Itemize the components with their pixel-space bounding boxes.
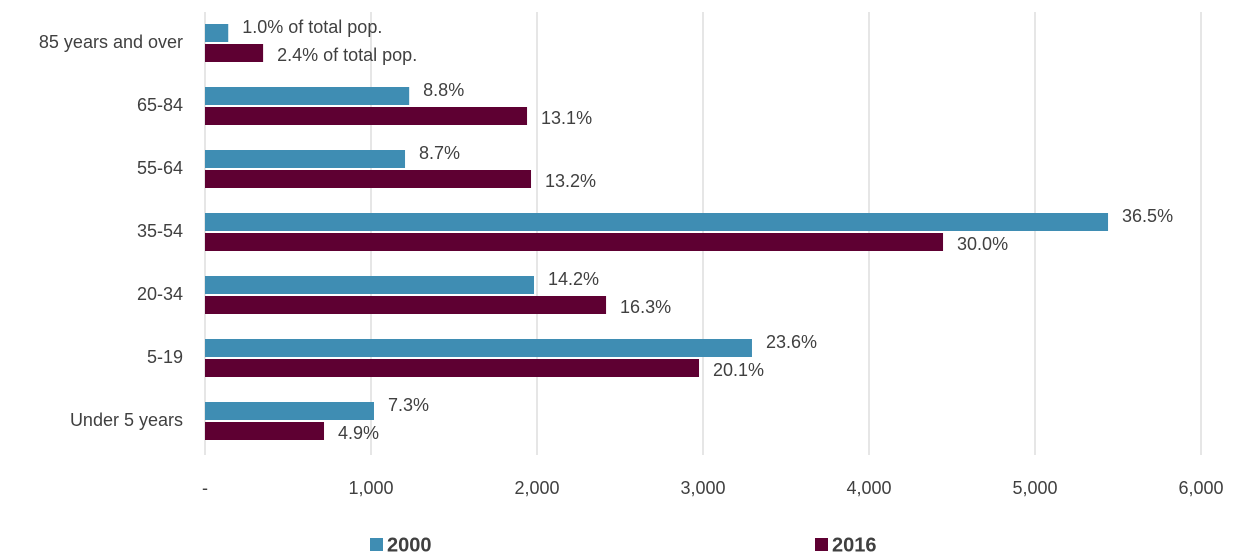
bar-label: 8.7% bbox=[419, 143, 460, 163]
x-tick-label: 4,000 bbox=[846, 478, 891, 498]
bar bbox=[205, 170, 532, 188]
x-tick-label: - bbox=[202, 478, 208, 498]
bar-label: 36.5% bbox=[1122, 206, 1173, 226]
bar-label: 13.1% bbox=[541, 108, 592, 128]
bar bbox=[205, 44, 264, 62]
bar-label: 20.1% bbox=[713, 360, 764, 380]
legend-label: 2000 bbox=[387, 534, 432, 556]
bar-label: 7.3% bbox=[388, 395, 429, 415]
x-tick-label: 1,000 bbox=[348, 478, 393, 498]
bar bbox=[205, 150, 406, 168]
x-tick-label: 6,000 bbox=[1178, 478, 1223, 498]
bar-label: 4.9% bbox=[338, 423, 379, 443]
bar-label: 1.0% of total pop. bbox=[242, 17, 382, 37]
x-tick-label: 5,000 bbox=[1012, 478, 1057, 498]
x-tick-label: 3,000 bbox=[680, 478, 725, 498]
y-tick-label: 85 years and over bbox=[39, 32, 183, 52]
bar bbox=[205, 359, 700, 377]
bar-label: 13.2% bbox=[545, 171, 596, 191]
y-tick-label: 35-54 bbox=[137, 221, 183, 241]
legend-swatch bbox=[370, 538, 383, 551]
bar-label: 16.3% bbox=[620, 297, 671, 317]
y-tick-label: 20-34 bbox=[137, 284, 183, 304]
bar-label: 14.2% bbox=[548, 269, 599, 289]
x-tick-label: 2,000 bbox=[514, 478, 559, 498]
bar-label: 2.4% of total pop. bbox=[277, 45, 417, 65]
y-tick-label: Under 5 years bbox=[70, 410, 183, 430]
y-tick-label: 5-19 bbox=[147, 347, 183, 367]
bar bbox=[205, 24, 229, 42]
bar-label: 23.6% bbox=[766, 332, 817, 352]
bar bbox=[205, 422, 325, 440]
legend-swatch bbox=[815, 538, 828, 551]
bar-label: 8.8% bbox=[423, 80, 464, 100]
bar bbox=[205, 213, 1109, 231]
bar bbox=[205, 87, 410, 105]
bar bbox=[205, 339, 752, 357]
legend-label: 2016 bbox=[832, 534, 877, 556]
bar bbox=[205, 276, 535, 294]
bar-label: 30.0% bbox=[957, 234, 1008, 254]
bar bbox=[205, 233, 944, 251]
y-tick-label: 65-84 bbox=[137, 95, 183, 115]
bar bbox=[205, 107, 528, 125]
bar bbox=[205, 296, 607, 314]
bar bbox=[205, 402, 374, 420]
y-tick-label: 55-64 bbox=[137, 158, 183, 178]
